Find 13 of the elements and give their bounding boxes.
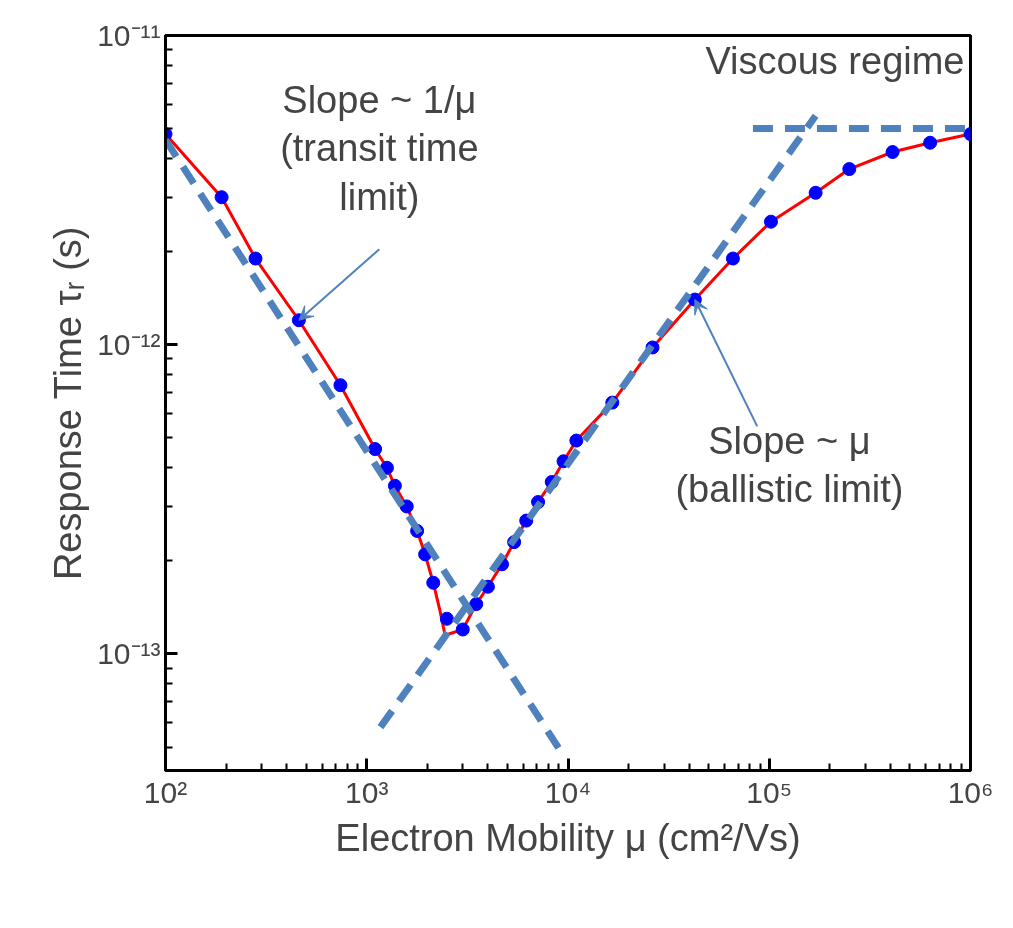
- x-tick-label: 10⁵: [746, 775, 793, 809]
- x-tick-label: 10⁴: [544, 775, 592, 809]
- annotation: Slope ~ 1/μ (transit time limit): [280, 79, 479, 218]
- x-axis-title: Electron Mobility μ (cm²/Vs): [335, 816, 801, 859]
- annotation: Slope ~ μ (ballistic limit): [675, 420, 904, 511]
- x-tick-label: 10⁶: [947, 775, 994, 809]
- y-tick-label: 10⁻¹²: [97, 328, 161, 362]
- x-tick-label: 10²: [143, 775, 188, 809]
- x-tick-label: 10³: [345, 775, 389, 809]
- annotation: Viscous regime: [705, 39, 965, 82]
- y-tick-label: 10⁻¹³: [97, 637, 161, 671]
- y-tick-label: 10⁻¹¹: [97, 19, 161, 52]
- y-axis-title: Response Time τᵣ (s): [47, 226, 90, 581]
